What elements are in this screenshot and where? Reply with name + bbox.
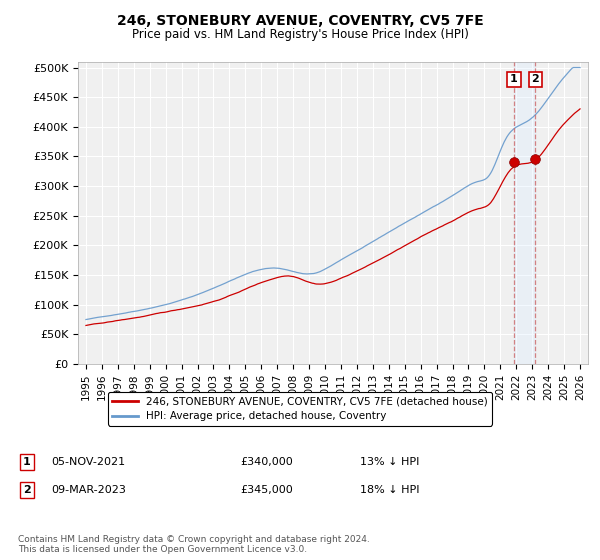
- Bar: [514, 62, 535, 364]
- Text: 1: 1: [510, 74, 518, 85]
- Text: Contains HM Land Registry data © Crown copyright and database right 2024.
This d: Contains HM Land Registry data © Crown c…: [18, 535, 370, 554]
- Text: 1: 1: [23, 457, 31, 467]
- Text: 2: 2: [23, 485, 31, 495]
- Text: 09-MAR-2023: 09-MAR-2023: [51, 485, 126, 495]
- Legend: 246, STONEBURY AVENUE, COVENTRY, CV5 7FE (detached house), HPI: Average price, d: 246, STONEBURY AVENUE, COVENTRY, CV5 7FE…: [108, 392, 492, 426]
- Text: 246, STONEBURY AVENUE, COVENTRY, CV5 7FE: 246, STONEBURY AVENUE, COVENTRY, CV5 7FE: [116, 14, 484, 28]
- Text: £340,000: £340,000: [240, 457, 293, 467]
- Text: 05-NOV-2021: 05-NOV-2021: [51, 457, 125, 467]
- Text: £345,000: £345,000: [240, 485, 293, 495]
- Text: 18% ↓ HPI: 18% ↓ HPI: [360, 485, 419, 495]
- Text: 2: 2: [532, 74, 539, 85]
- Text: 13% ↓ HPI: 13% ↓ HPI: [360, 457, 419, 467]
- Text: Price paid vs. HM Land Registry's House Price Index (HPI): Price paid vs. HM Land Registry's House …: [131, 28, 469, 41]
